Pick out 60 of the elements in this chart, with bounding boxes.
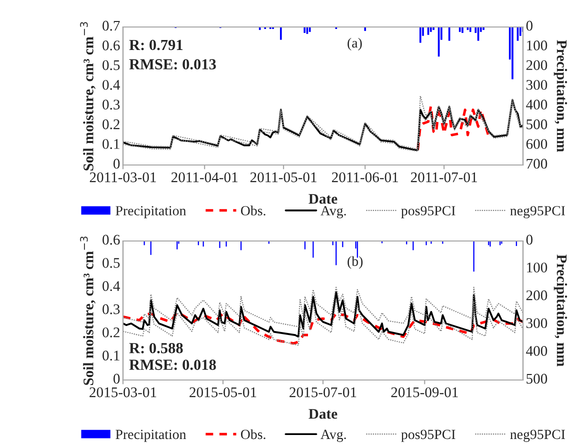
y-tick-label: 0.5	[102, 258, 120, 268]
y2-axis-title: Precipitation, mm	[554, 40, 568, 152]
legend-label: Avg.	[320, 430, 346, 442]
y2-tick-label: 200	[526, 60, 548, 70]
y-tick-label: 0.5	[102, 60, 120, 70]
y2-tick-label: 500	[526, 374, 548, 384]
x-axis-title: Date	[308, 409, 338, 419]
legend-label: neg95PCI	[510, 206, 565, 218]
y-tick-label: 0.4	[102, 281, 120, 292]
y2-tick-label: 0	[526, 234, 533, 245]
legend-label: Obs.	[240, 429, 266, 440]
y-tick-label: 0.2	[102, 327, 120, 338]
y2-tick-label: 700	[526, 158, 548, 169]
y-tick-label: 0	[113, 158, 120, 169]
x-tick-label: 2015-03-01	[90, 387, 156, 398]
x-tick-label: 2015-05-01	[190, 387, 256, 398]
y-tick-label: 0.2	[102, 119, 120, 130]
y2-tick-label: 600	[526, 139, 548, 149]
legend-label: Precipitation	[116, 430, 186, 442]
y2-tick-label: 100	[527, 40, 548, 50]
y2-tick-label: 300	[526, 80, 548, 90]
y-tick-label: 0	[113, 374, 120, 384]
y2-axis-title: Precipitation, mm	[554, 254, 568, 366]
y-axis-title: Soil moisture, cm³ cm$^{−3}$	[80, 22, 96, 170]
y-tick-label: 0.3	[102, 304, 120, 314]
annotation: (b)	[348, 256, 363, 269]
y-tick-label: 0.6	[102, 40, 120, 50]
legend-label: pos95PCI	[401, 206, 456, 218]
y2-tick-label: 100	[527, 262, 548, 272]
annotation: (a)	[348, 38, 362, 50]
annotation: R: 0.791	[129, 40, 183, 50]
y2-tick-label: 0	[526, 20, 533, 31]
y-axis-title: Soil moisture, cm³ cm$^{−3}$	[80, 236, 96, 385]
y2-tick-label: 500	[526, 119, 548, 130]
legend-label: Avg.	[320, 206, 346, 218]
legend-label: Obs.	[240, 206, 266, 216]
y-tick-label: 0.7	[102, 20, 120, 31]
y-tick-label: 0.1	[102, 139, 120, 149]
y-tick-label: 0.6	[102, 234, 120, 245]
legend-label: pos95PCI	[401, 430, 456, 442]
x-tick-label: 2015-09-01	[391, 387, 458, 398]
legend-label: neg95PCI	[510, 430, 565, 442]
y2-tick-label: 300	[526, 318, 548, 328]
annotation: RMSE: 0.013	[129, 59, 216, 70]
x-tick-label: 2011-07-01	[410, 172, 477, 182]
annotation: RMSE: 0.018	[129, 360, 216, 370]
annotation: R: 0.588	[129, 342, 183, 354]
x-tick-label: 2011-04-01	[171, 172, 238, 182]
x-tick-label: 2011-06-01	[332, 172, 398, 182]
y-tick-label: 0.3	[102, 100, 120, 110]
y-tick-label: 0.1	[102, 350, 120, 361]
y2-tick-label: 400	[526, 346, 548, 356]
x-tick-label: 2011-03-01	[90, 172, 156, 182]
y2-tick-label: 200	[526, 290, 548, 300]
y-tick-label: 0.4	[102, 80, 120, 90]
legend-label: Precipitation	[116, 206, 186, 218]
x-tick-label: 2011-05-01	[250, 172, 316, 182]
y2-tick-label: 400	[526, 100, 548, 110]
x-axis-title: Date	[308, 194, 338, 204]
x-tick-label: 2015-07-01	[290, 387, 356, 398]
